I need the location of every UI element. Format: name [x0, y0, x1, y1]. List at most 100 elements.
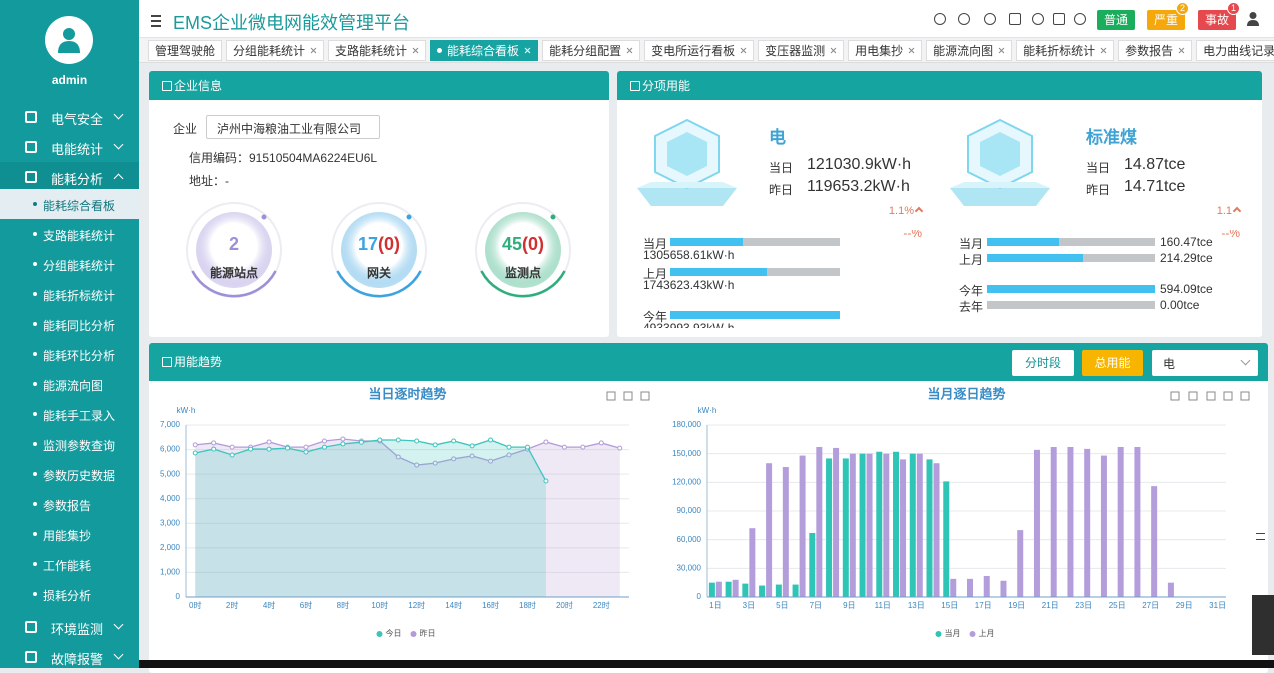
- menu-icon: [25, 141, 37, 153]
- submenu-item[interactable]: 工作能耗: [0, 549, 139, 579]
- submenu-item[interactable]: 能耗综合看板: [0, 189, 139, 219]
- series-point: [617, 445, 623, 451]
- tab-label: 变压器监测: [765, 44, 826, 58]
- energy-name: 标准煤: [1086, 128, 1137, 147]
- tab[interactable]: 能耗分组配置: [542, 40, 641, 61]
- toolbar-icon[interactable]: [1032, 13, 1044, 25]
- value-unit: kW·h: [706, 248, 735, 262]
- menu-item[interactable]: 能耗分析: [0, 162, 139, 192]
- tab[interactable]: 能耗综合看板: [430, 40, 539, 61]
- yesterday-label: 昨日: [769, 183, 794, 197]
- stat-alarm: (0): [522, 233, 545, 254]
- bullet: [33, 412, 37, 416]
- tab[interactable]: 支路能耗统计: [328, 40, 427, 61]
- y-tick-label: 30,000: [677, 563, 702, 572]
- bar: [816, 446, 823, 597]
- value-unit: tce: [1196, 235, 1213, 249]
- submenu-item[interactable]: 能耗手工录入: [0, 399, 139, 429]
- submenu-item[interactable]: 能耗环比分析: [0, 339, 139, 369]
- series-point: [414, 438, 420, 444]
- chart-tool-icon: [1206, 391, 1216, 401]
- panel-icon: [162, 80, 172, 91]
- energy-select[interactable]: 电: [1152, 350, 1258, 376]
- bar: [1117, 446, 1124, 597]
- bar: [782, 467, 789, 597]
- tab[interactable]: 分组能耗统计: [226, 40, 325, 61]
- bullet: [33, 322, 37, 326]
- value-number: 1743623.43: [643, 278, 707, 292]
- toolbar-icon[interactable]: [1053, 13, 1065, 25]
- submenu-item[interactable]: 损耗分析: [0, 579, 139, 609]
- submenu-item[interactable]: 能耗折标统计: [0, 279, 139, 309]
- alert-badge[interactable]: 严重: [1147, 10, 1185, 30]
- tab[interactable]: 管理驾驶舱: [148, 40, 223, 61]
- menu-item[interactable]: 环境监测: [0, 612, 139, 642]
- bar: [950, 578, 957, 597]
- trend-button[interactable]: 总用能: [1082, 350, 1143, 376]
- icon-hex-inner: [980, 132, 1020, 176]
- compare-value: 1743623.43 kW·h: [643, 278, 734, 292]
- toolbar-icon[interactable]: [934, 13, 946, 25]
- tab[interactable]: 能耗折标统计: [1016, 40, 1115, 61]
- submenu-item[interactable]: 监测参数查询: [0, 429, 139, 459]
- y-tick-label: 5,000: [160, 469, 181, 478]
- submenu-item[interactable]: 用能集抄: [0, 519, 139, 549]
- bar: [749, 528, 756, 597]
- stat-value: 17 (0): [329, 233, 429, 255]
- x-tick-label: 22时: [593, 600, 610, 610]
- tab-label: 能源流向图: [933, 44, 994, 58]
- alert-badge[interactable]: 普通: [1097, 10, 1135, 30]
- energy-name: 电: [769, 128, 786, 147]
- menu-item[interactable]: 故障报警: [0, 642, 139, 668]
- float-button[interactable]: [1252, 625, 1274, 655]
- x-tick-label: 15日: [941, 601, 958, 610]
- stat-number: 17: [357, 233, 379, 254]
- today-label: 当日: [769, 161, 794, 175]
- menu-item[interactable]: 电气安全: [0, 102, 139, 132]
- tab[interactable]: 电力曲线记录: [1196, 40, 1274, 61]
- series-line: [195, 438, 620, 466]
- gauge-dot: [550, 214, 556, 220]
- panel: 分项用能电当日 121030.9kW·h 昨日 119653.2kW·h 1.1% 当月 1…: [617, 71, 1262, 337]
- toolbar-icon[interactable]: [958, 13, 970, 25]
- submenu-item[interactable]: 支路能耗统计: [0, 219, 139, 249]
- stat-number: 45: [501, 233, 523, 254]
- submenu-item[interactable]: 能耗同比分析: [0, 309, 139, 339]
- x-tick-label: 19日: [1008, 601, 1025, 610]
- tab[interactable]: 变压器监测: [758, 40, 845, 61]
- series-point: [266, 439, 272, 445]
- tab[interactable]: 用电集抄: [848, 40, 923, 61]
- chart-tool-icon: [623, 391, 633, 401]
- compare-label: 今年: [959, 284, 984, 298]
- series-point: [432, 442, 438, 448]
- tab[interactable]: 参数报告: [1118, 40, 1193, 61]
- submenu-item[interactable]: 参数历史数据: [0, 459, 139, 489]
- stat-label: 网关: [366, 266, 391, 280]
- float-button[interactable]: [1252, 595, 1274, 625]
- gauge-ring: [186, 202, 282, 298]
- toolbar-icon[interactable]: [1009, 13, 1021, 25]
- submenu-item[interactable]: 参数报告: [0, 489, 139, 519]
- tab-row: 管理驾驶舱 分组能耗统计 支路能耗统计 能耗综合看板 能耗分组配置 变电所运行看板 变压器监…: [148, 40, 1274, 61]
- series-point: [488, 437, 494, 443]
- submenu-label: 用能集抄: [43, 529, 92, 543]
- bar: [1151, 486, 1158, 597]
- menu-item[interactable]: 电能统计: [0, 132, 139, 162]
- trend-button[interactable]: 分时段: [1012, 350, 1074, 376]
- bar: [732, 579, 739, 597]
- submenu-item[interactable]: 分组能耗统计: [0, 249, 139, 279]
- toolbar-icon[interactable]: [984, 13, 996, 25]
- company-select[interactable]: 泸州中海粮油工业有限公司: [206, 115, 380, 139]
- progress-fill: [987, 254, 1084, 262]
- x-tick-label: 13日: [908, 601, 925, 610]
- tab[interactable]: 能源流向图: [926, 40, 1013, 61]
- chart: 当日逐时趋势 kW·h 0 1,000 2,000 3,000 4,000 5,000 6,00…: [160, 386, 650, 638]
- submenu-item[interactable]: 能源流向图: [0, 369, 139, 399]
- tab[interactable]: 变电所运行看板: [644, 40, 755, 61]
- alert-badge[interactable]: 事故: [1198, 10, 1236, 30]
- series-point: [248, 446, 254, 452]
- tab-label: 能耗综合看板: [447, 44, 520, 58]
- series-area: [195, 439, 546, 597]
- toolbar-icon[interactable]: [1074, 13, 1086, 25]
- gauge-dot: [406, 214, 412, 220]
